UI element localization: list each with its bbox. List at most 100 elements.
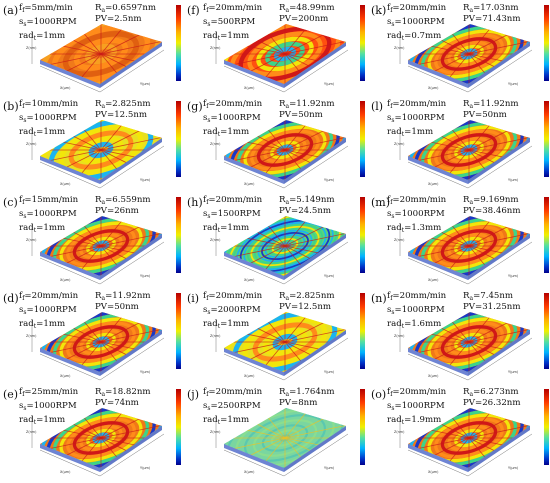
spindle-speed-label: ss=500RPM bbox=[203, 17, 256, 28]
pv-label: PV=31.25nm bbox=[463, 302, 521, 312]
y-axis-label: Y(μm) bbox=[140, 178, 151, 182]
roughness-label: Ra=2.825nm bbox=[279, 291, 335, 302]
feed-rate-label: ff=20mm/min bbox=[19, 291, 79, 302]
spindle-speed-label: ss=1000RPM bbox=[387, 17, 445, 28]
surface-plot bbox=[215, 24, 349, 93]
spindle-speed-label: ss=2000RPM bbox=[203, 305, 261, 316]
z-axis-label: Z(nm) bbox=[394, 334, 405, 338]
tool-radius-label: radt=1mm bbox=[19, 415, 66, 426]
panel-label: (m) bbox=[371, 196, 391, 209]
panel-f: (f) ff=20mm/min ss=500RPM radt=1mm Ra=48.99n… bbox=[186, 2, 366, 96]
panel-d: (d) ff=20mm/min ss=1000RPM radt=1mm Ra=11.92… bbox=[2, 290, 182, 384]
x-axis-label: X(μm) bbox=[428, 374, 439, 378]
panel-label: (f) bbox=[187, 4, 200, 17]
y-axis-label: Y(μm) bbox=[324, 370, 335, 374]
pv-label: PV=2.5nm bbox=[95, 14, 142, 24]
roughness-label: Ra=48.99nm bbox=[279, 3, 335, 14]
panel-g: (g) ff=20mm/min ss=1000RPM radt=1mm Ra=11.92… bbox=[186, 98, 366, 192]
feed-rate-label: ff=15mm/min bbox=[19, 195, 79, 206]
pv-label: PV=74nm bbox=[95, 398, 139, 408]
z-axis-label: Z(nm) bbox=[26, 430, 37, 434]
roughness-label: Ra=7.45nm bbox=[463, 291, 514, 302]
pv-label: PV=50nm bbox=[463, 110, 507, 120]
surface-plot bbox=[399, 312, 533, 381]
colorbar bbox=[544, 389, 549, 465]
colorbar bbox=[176, 389, 181, 465]
roughness-label: Ra=9.169nm bbox=[463, 195, 519, 206]
panel-label: (i) bbox=[187, 292, 200, 305]
surface-plot bbox=[215, 312, 349, 381]
feed-rate-label: ff=20mm/min bbox=[387, 99, 447, 110]
colorbar bbox=[360, 389, 365, 465]
x-axis-label: X(μm) bbox=[428, 470, 439, 474]
y-axis-label: Y(μm) bbox=[508, 466, 519, 470]
colorbar bbox=[544, 197, 549, 273]
y-axis-label: Y(μm) bbox=[508, 178, 519, 182]
x-axis-label: X(μm) bbox=[244, 470, 255, 474]
panel-n: (n) ff=20mm/min ss=1000RPM radt=1.6mm Ra=7.4… bbox=[370, 290, 550, 384]
panel-label: (o) bbox=[371, 388, 387, 401]
feed-rate-label: ff=20mm/min bbox=[203, 99, 263, 110]
colorbar bbox=[360, 197, 365, 273]
panel-m: (m) ff=20mm/min ss=1000RPM radt=1.3mm Ra=9.1… bbox=[370, 194, 550, 288]
tool-radius-label: radt=1mm bbox=[387, 127, 434, 138]
roughness-label: Ra=18.82nm bbox=[95, 387, 151, 398]
surface-plot bbox=[31, 312, 165, 381]
z-axis-label: Z(nm) bbox=[394, 46, 405, 50]
y-axis-label: Y(μm) bbox=[140, 466, 151, 470]
z-axis-label: Z(nm) bbox=[210, 142, 221, 146]
z-axis-label: Z(nm) bbox=[394, 142, 405, 146]
roughness-label: Ra=11.92nm bbox=[279, 99, 335, 110]
pv-label: PV=26nm bbox=[95, 206, 139, 216]
panel-label: (a) bbox=[3, 4, 19, 17]
roughness-label: Ra=11.92nm bbox=[95, 291, 151, 302]
spindle-speed-label: ss=1000RPM bbox=[203, 113, 261, 124]
x-axis-label: X(μm) bbox=[428, 278, 439, 282]
feed-rate-label: ff=20mm/min bbox=[387, 387, 447, 398]
panel-label: (j) bbox=[187, 388, 199, 401]
roughness-label: Ra=0.6597nm bbox=[95, 3, 157, 14]
roughness-label: Ra=6.559nm bbox=[95, 195, 151, 206]
pv-label: PV=71.43nm bbox=[463, 14, 521, 24]
feed-rate-label: ff=20mm/min bbox=[387, 195, 447, 206]
panel-label: (n) bbox=[371, 292, 387, 305]
pv-label: PV=50nm bbox=[95, 302, 139, 312]
y-axis-label: Y(μm) bbox=[508, 370, 519, 374]
surface-plot bbox=[215, 408, 349, 477]
feed-rate-label: ff=25mm/min bbox=[19, 387, 79, 398]
roughness-label: Ra=5.149nm bbox=[279, 195, 335, 206]
panel-label: (l) bbox=[371, 100, 384, 113]
tool-radius-label: radt=1mm bbox=[19, 223, 66, 234]
spindle-speed-label: ss=1000RPM bbox=[19, 305, 77, 316]
colorbar bbox=[176, 5, 181, 81]
tool-radius-label: radt=1mm bbox=[19, 127, 66, 138]
tool-radius-label: radt=1mm bbox=[19, 319, 66, 330]
y-axis-label: Y(μm) bbox=[140, 370, 151, 374]
z-axis-label: Z(nm) bbox=[210, 430, 221, 434]
roughness-label: Ra=2.825nm bbox=[95, 99, 151, 110]
surface-plot bbox=[399, 24, 533, 93]
y-axis-label: Y(μm) bbox=[140, 82, 151, 86]
panel-o: (o) ff=20mm/min ss=1000RPM radt=1.9mm Ra=6.2… bbox=[370, 386, 550, 480]
panel-label: (e) bbox=[3, 388, 19, 401]
tool-radius-label: radt=0.7mm bbox=[387, 31, 442, 42]
z-axis-label: Z(nm) bbox=[210, 238, 221, 242]
colorbar bbox=[544, 293, 549, 369]
feed-rate-label: ff=20mm/min bbox=[203, 3, 263, 14]
colorbar bbox=[176, 101, 181, 177]
colorbar bbox=[176, 293, 181, 369]
panel-i: (i) ff=20mm/min ss=2000RPM radt=1mm Ra=2.825… bbox=[186, 290, 366, 384]
pv-label: PV=26.32nm bbox=[463, 398, 521, 408]
feed-rate-label: ff=20mm/min bbox=[387, 291, 447, 302]
tool-radius-label: radt=1.3mm bbox=[387, 223, 442, 234]
feed-rate-label: ff=10mm/min bbox=[19, 99, 79, 110]
pv-label: PV=8nm bbox=[279, 398, 318, 408]
panel-label: (c) bbox=[3, 196, 18, 209]
spindle-speed-label: ss=1000RPM bbox=[387, 113, 445, 124]
surface-plot bbox=[399, 120, 533, 189]
panel-label: (k) bbox=[371, 4, 387, 17]
pv-label: PV=12.5nm bbox=[95, 110, 148, 120]
pv-label: PV=200nm bbox=[279, 14, 329, 24]
panel-c: (c) ff=15mm/min ss=1000RPM radt=1mm Ra=6.559… bbox=[2, 194, 182, 288]
